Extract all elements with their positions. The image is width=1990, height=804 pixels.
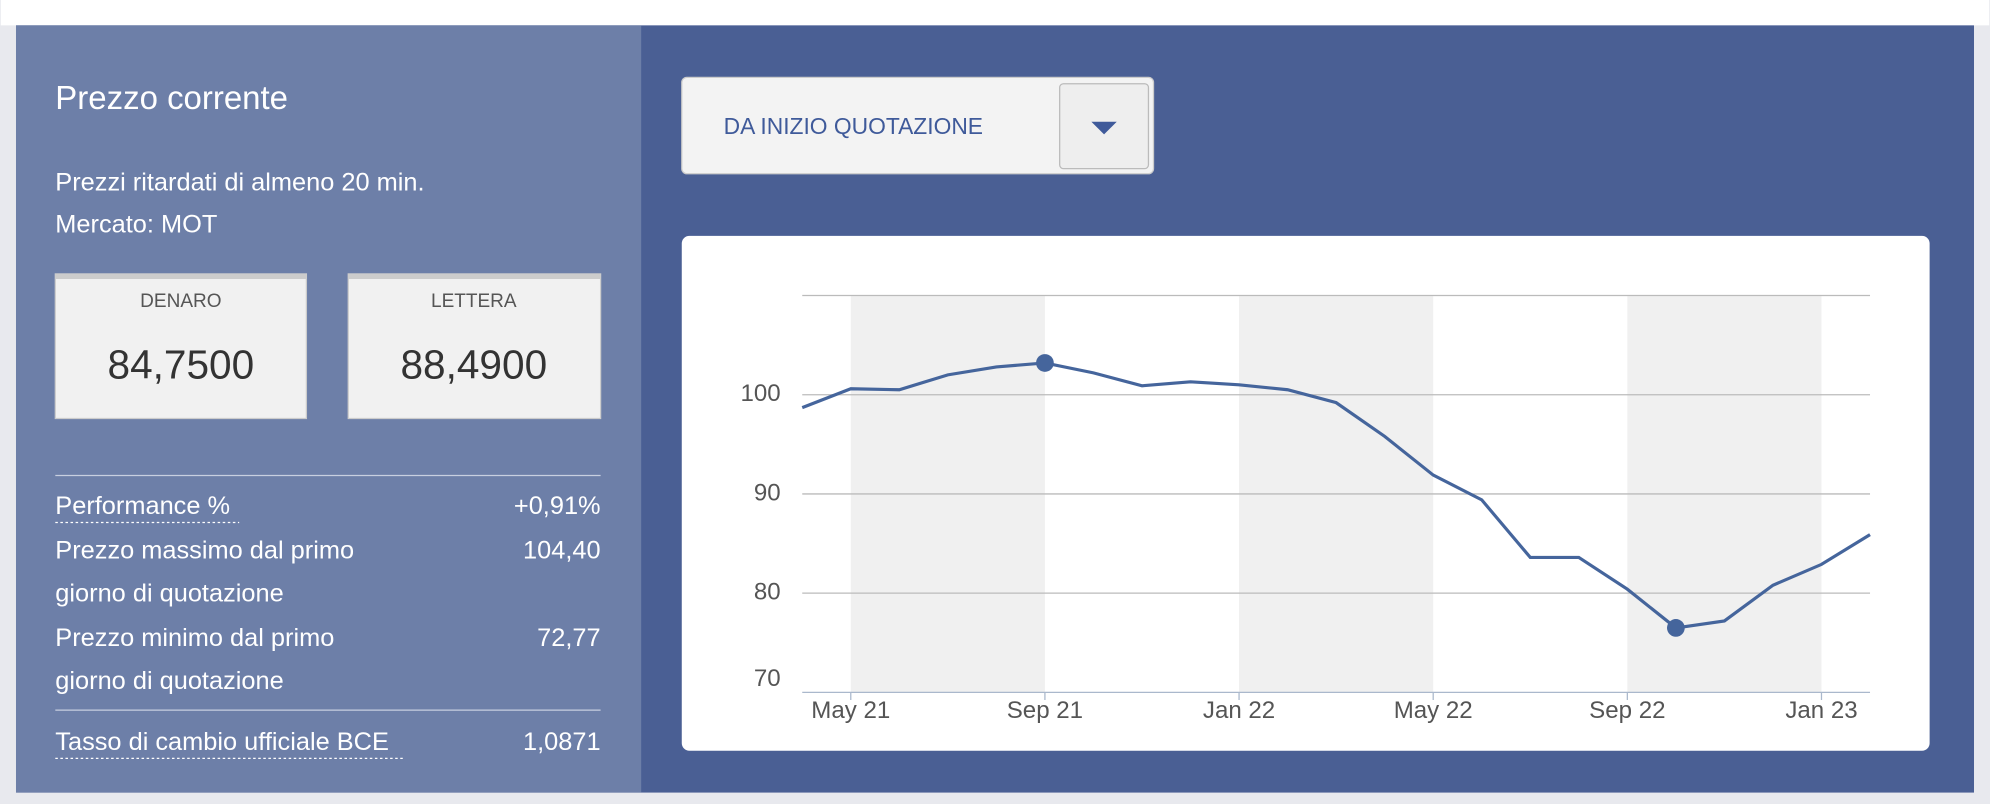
top-bar — [0, 0, 1990, 26]
box — [347, 273, 602, 420]
quote-value: 84,7500 — [108, 341, 255, 387]
stat-value: 104,40 — [523, 536, 601, 564]
y-tick-label: 80 — [754, 579, 781, 606]
dropdown[interactable]: DA INIZIO QUOTAZIONE — [681, 76, 1155, 175]
y-tick-label: 90 — [754, 479, 781, 506]
box-top — [348, 273, 601, 279]
dropdown-arrow — [1091, 121, 1117, 135]
panel-title: Prezzo corrente — [55, 79, 288, 116]
quote-label: DENARO — [140, 291, 221, 312]
stat-label: giorno di quotazione — [55, 667, 283, 695]
x-tick-label: May 21 — [811, 697, 890, 724]
price-line — [801, 361, 1871, 630]
market: Mercato: MOT — [55, 210, 217, 238]
box — [54, 273, 308, 420]
dropdown-box[interactable] — [681, 76, 1155, 175]
quote-value: 88,4900 — [400, 341, 547, 387]
x-tick-label: Jan 22 — [1203, 697, 1275, 724]
quote-label: LETTERA — [431, 291, 517, 312]
stat-label[interactable]: Tasso di cambio ufficiale BCE — [55, 728, 389, 756]
stat-value: 1,0871 — [523, 728, 601, 756]
stat-label[interactable]: Performance % — [55, 492, 230, 520]
delay-note: Prezzi ritardati di almeno 20 min. — [55, 169, 424, 197]
stat-value: 72,77 — [537, 624, 600, 652]
x-tick-label: Jan 23 — [1785, 697, 1857, 724]
stat-label: giorno di quotazione — [55, 579, 283, 607]
x-tick-label: Sep 21 — [1007, 697, 1083, 724]
stat-value: +0,91% — [514, 492, 601, 520]
stat-label: Prezzo massimo dal primo — [55, 536, 354, 564]
extreme-marker — [1036, 354, 1054, 372]
dropdown-label[interactable]: DA INIZIO QUOTAZIONE — [724, 113, 983, 139]
box-top — [55, 273, 307, 279]
x-tick-label: Sep 22 — [1589, 697, 1665, 724]
x-tick-label: May 22 — [1394, 697, 1473, 724]
y-tick-label: 100 — [740, 380, 780, 407]
stat-label: Prezzo minimo dal primo — [55, 624, 334, 652]
quote-box: DENARO 84,7500 — [54, 273, 308, 420]
chart: 70 80 90 100 May 21 Sep 21 Jan 22 May 22 Sep 22 J… — [740, 294, 1871, 724]
extreme-marker — [1666, 619, 1685, 637]
quote-box: LETTERA 88,4900 — [347, 273, 602, 420]
y-tick-label: 70 — [754, 665, 781, 692]
